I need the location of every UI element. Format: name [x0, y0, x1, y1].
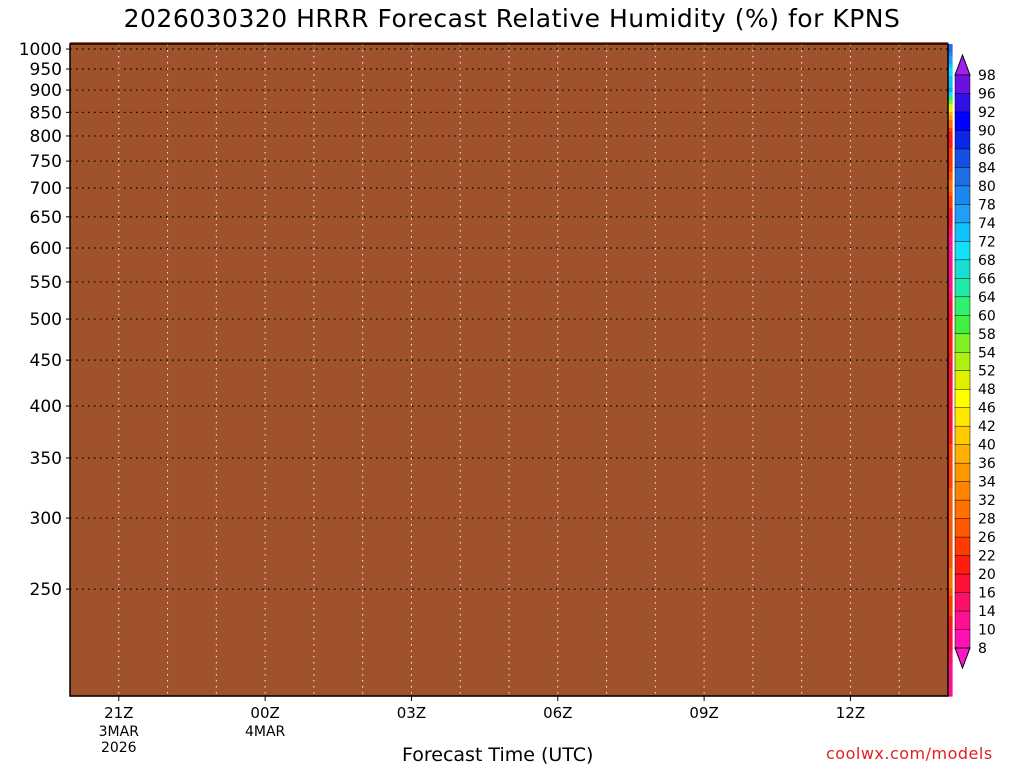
heatmap-cell — [946, 156, 953, 161]
heatmap-cell — [946, 96, 953, 101]
heatmap-cell — [946, 60, 953, 65]
heatmap-cell — [946, 80, 953, 85]
heatmap-cell — [946, 136, 953, 141]
heatmap-cell — [946, 72, 953, 77]
heatmap-cell — [946, 168, 953, 173]
heatmap-cell — [946, 148, 953, 153]
heatmap-cell — [946, 124, 953, 129]
heatmap-cell — [946, 48, 953, 53]
heatmap-cell — [946, 144, 953, 149]
heatmap-cell — [946, 112, 953, 117]
heatmap-cell — [946, 132, 953, 137]
heatmap-cell — [946, 44, 953, 49]
heatmap-cell — [946, 120, 953, 125]
heatmap-cell — [946, 108, 953, 113]
heatmap-cell — [946, 100, 953, 105]
heatmap-cell — [946, 104, 953, 109]
chart-title: 2026030320 HRRR Forecast Relative Humidi… — [0, 4, 1024, 33]
heatmap-cell — [946, 68, 953, 73]
heatmap-cell — [946, 128, 953, 133]
heatmap-cell — [946, 76, 953, 81]
heatmap-cell — [946, 152, 953, 157]
heatmap-cell — [946, 172, 953, 177]
heatmap-cell — [946, 140, 953, 145]
heatmap-cell — [946, 52, 953, 57]
heatmap-cell — [946, 56, 953, 61]
heatmap-cell — [946, 92, 953, 97]
heatmap-cell — [946, 64, 953, 69]
heatmap-cell — [946, 84, 953, 89]
heatmap-cell — [946, 88, 953, 93]
heatmap-cell — [946, 164, 953, 169]
heatmap-cell — [946, 116, 953, 121]
heatmap-cell — [946, 160, 953, 165]
